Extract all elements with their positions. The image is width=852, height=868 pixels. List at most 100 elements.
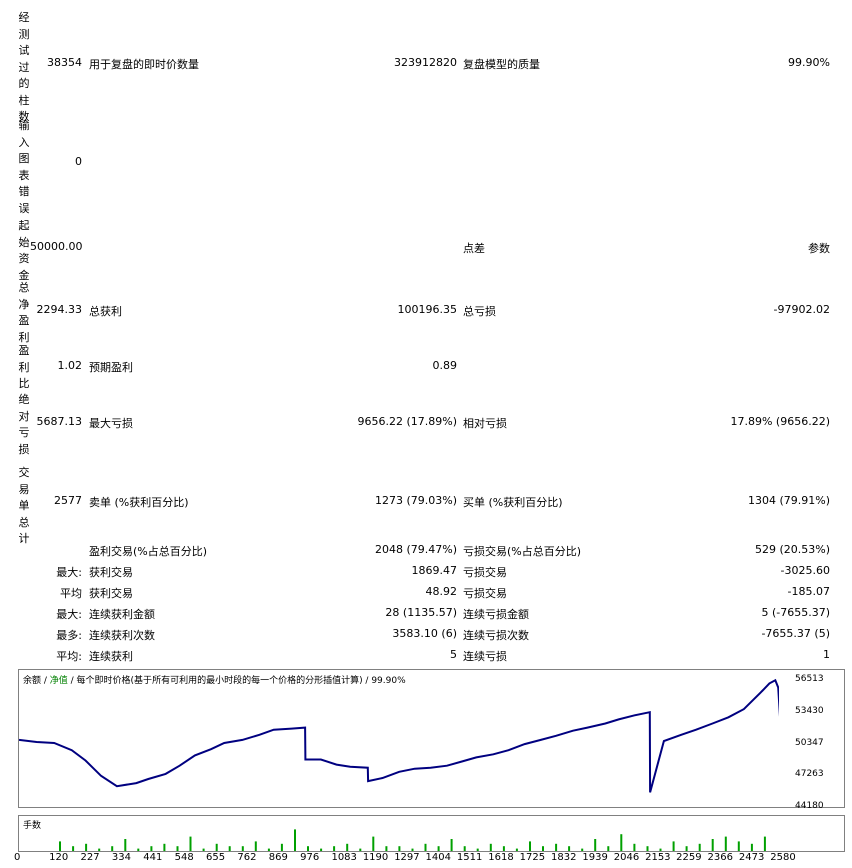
- volume-bar: [150, 846, 153, 851]
- x-tick-label: 2580: [770, 852, 796, 863]
- average-profit-label: 获利交易: [89, 587, 133, 600]
- x-tick-label: 762: [237, 852, 257, 863]
- volume-bar: [280, 843, 283, 851]
- x-tick-label: 1618: [488, 852, 514, 863]
- volume-bar: [307, 846, 309, 851]
- volume-bar: [450, 839, 453, 851]
- x-tick-label: 976: [300, 852, 320, 863]
- volume-bar: [241, 846, 244, 851]
- volume-bar: [607, 846, 610, 851]
- volume-bar: [515, 848, 518, 851]
- label-total-trades: 交易单总计: [18, 466, 30, 545]
- volume-bar: [502, 846, 505, 851]
- x-tick-label: 869: [268, 852, 288, 863]
- average-loss-value: -185.07: [787, 585, 830, 598]
- max-drawdown-value: 9656.22 (17.89%): [357, 415, 457, 428]
- volume-bar: [176, 846, 179, 851]
- volume-bar: [489, 843, 492, 851]
- profit-trades-label: 盈利交易(%占总百分比): [89, 545, 208, 558]
- max-consec-wins-value: 28 (1135.57): [385, 606, 457, 619]
- volume-bar: [763, 836, 766, 851]
- volume-bar: [411, 848, 414, 851]
- x-tick-label: 1083: [331, 852, 357, 863]
- ticks-modeled-value: 323912820: [394, 56, 457, 69]
- x-tick-label: 120: [49, 852, 69, 863]
- volume-bar: [424, 843, 427, 851]
- volume-bar: [333, 846, 336, 851]
- avg-consec-losses-label: 连续亏损: [463, 650, 507, 663]
- long-positions-label: 买单 (%获利百分比): [463, 496, 563, 509]
- label-abs-drawdown: 绝对亏损: [18, 393, 30, 456]
- y-tick-label: 53430: [795, 705, 824, 716]
- avg-consec-wins-label: 连续获利: [89, 650, 133, 663]
- ticks-modeled-label: 用于复盘的即时价数量: [89, 58, 199, 71]
- relative-drawdown-value: 17.89% (9656.22): [730, 415, 830, 428]
- x-tick-label: 1725: [519, 852, 546, 863]
- volume-bar: [385, 846, 388, 851]
- legend-sep: /: [41, 676, 50, 686]
- volume-bar: [267, 848, 270, 851]
- volume-bar: [137, 848, 140, 851]
- volume-bar: [59, 841, 61, 851]
- modelling-quality-label: 复盘模型的质量: [463, 58, 540, 71]
- x-tick-label: 1939: [582, 852, 608, 863]
- maximum-prefix: 最大:: [56, 608, 82, 621]
- volume-bar: [529, 841, 531, 851]
- bars-tested-value: 38354: [47, 56, 82, 69]
- volume-bar: [72, 846, 75, 851]
- y-tick-label: 44180: [795, 801, 824, 811]
- volume-bar: [189, 836, 192, 851]
- loss-trades-value: 529 (20.53%): [754, 543, 830, 556]
- volume-bar: [124, 839, 127, 851]
- gross-loss-value: -97902.02: [773, 303, 830, 316]
- volume-bar: [85, 843, 88, 851]
- volume-bar: [98, 848, 101, 851]
- max-consec-losses-label: 连续亏损金额: [463, 608, 529, 621]
- x-tick-label: 2153: [645, 852, 671, 863]
- volume-bar: [163, 843, 166, 851]
- volume-bars: [59, 829, 766, 851]
- volume-bar: [646, 846, 649, 851]
- volume-bar: [202, 848, 205, 851]
- profit-trades-value: 2048 (79.47%): [374, 543, 457, 556]
- balance-chart: 余额 / 净值 / 每个即时价格(基于所有可利用的最小时段的每一个价格的分形插值…: [18, 669, 845, 811]
- balance-line-plot: [19, 678, 779, 793]
- max-consec-losses-value: 5 (-7655.37): [761, 606, 830, 619]
- volume-bar: [633, 843, 636, 851]
- x-tick-label: 1511: [456, 852, 483, 863]
- initial-deposit-value: 50000.00: [30, 240, 83, 253]
- volume-bar: [750, 843, 753, 851]
- avg-consec-prefix: 平均:: [56, 650, 82, 663]
- legend-rest: / 每个即时价格(基于所有可利用的最小时段的每一个价格的分形插值计算) / 99…: [67, 676, 406, 686]
- volume-bar: [215, 843, 218, 851]
- maximal-prefix: 最多:: [56, 629, 82, 642]
- volume-bar: [659, 848, 662, 851]
- short-positions-value: 1273 (79.03%): [374, 494, 457, 507]
- volume-bar: [685, 846, 688, 851]
- long-positions-value: 1304 (79.91%): [747, 494, 830, 507]
- loss-trades-label: 亏损交易(%占总百分比): [463, 545, 582, 558]
- volume-bar: [594, 839, 597, 851]
- balance-line: [19, 678, 779, 793]
- label-profit-factor: 盈利比: [18, 344, 30, 390]
- volume-bar: [711, 839, 714, 851]
- y-tick-label: 56513: [795, 674, 824, 685]
- volume-label: 手数: [23, 821, 42, 831]
- label-net-profit: 总净盈利: [18, 281, 30, 344]
- x-tick-label: 548: [174, 852, 194, 863]
- y-tick-label: 47263: [795, 769, 824, 780]
- gross-profit-value: 100196.35: [397, 303, 458, 316]
- chart-errors-value: 0: [75, 155, 82, 168]
- volume-bar: [372, 836, 375, 851]
- volume-bar: [398, 846, 401, 851]
- volume-bar: [698, 843, 701, 851]
- x-tick-label: 441: [143, 852, 163, 863]
- total-trades-value: 2577: [54, 494, 82, 507]
- net-profit-value: 2294.33: [36, 303, 83, 316]
- gross-loss-label: 总亏损: [463, 305, 496, 318]
- volume-bar: [737, 841, 740, 851]
- x-tick-label: 2259: [676, 852, 702, 863]
- maximal-consec-profit-label: 连续获利次数: [89, 629, 155, 642]
- volume-bar: [620, 834, 623, 851]
- maximal-consec-profit-value: 3583.10 (6): [392, 627, 457, 640]
